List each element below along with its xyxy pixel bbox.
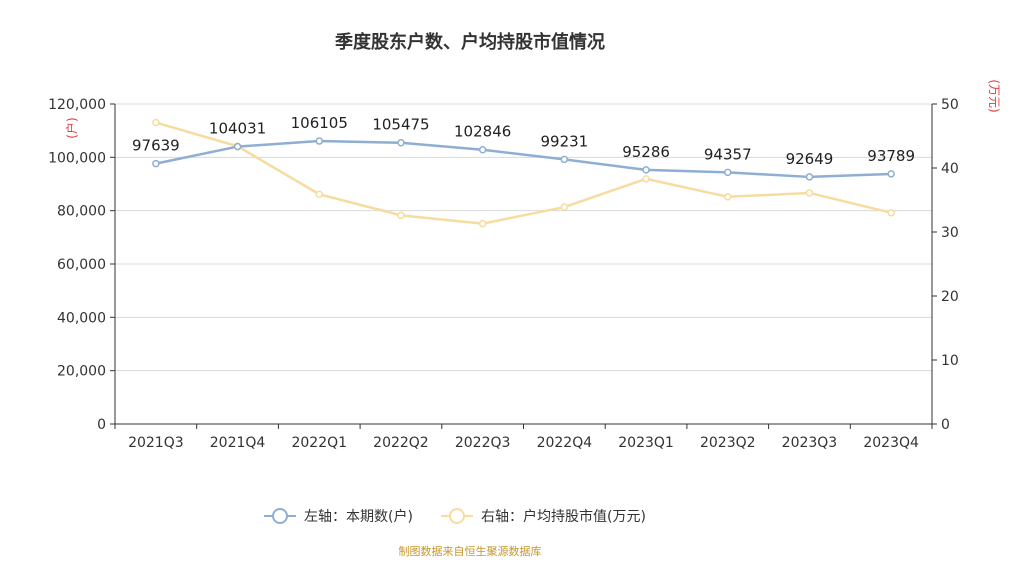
series-point-avg-value[interactable]: [315, 190, 323, 198]
right-axis-tick-label: 0: [941, 417, 950, 433]
data-source-note: 制图数据来自恒生聚源数据库: [399, 544, 542, 558]
series-point-avg-value[interactable]: [642, 175, 650, 183]
series-point-holders[interactable]: [560, 155, 569, 164]
data-label: 105475: [372, 116, 429, 134]
series-layer: [152, 118, 895, 228]
series-point-holders[interactable]: [724, 168, 732, 177]
series-point-avg-value[interactable]: [560, 203, 569, 211]
right-axis-tick-label: 50: [941, 97, 959, 113]
right-axis-tick-label: 30: [941, 225, 959, 241]
series-point-holders[interactable]: [805, 173, 814, 181]
data-label: 94357: [704, 145, 752, 163]
series-point-holders[interactable]: [397, 138, 405, 147]
right-axis-tick-label: 20: [941, 289, 959, 305]
data-label: 102846: [454, 123, 511, 141]
series-point-holders[interactable]: [233, 142, 242, 151]
series-point-avg-value[interactable]: [724, 193, 732, 201]
series-point-holders[interactable]: [642, 166, 650, 174]
data-label: 97639: [132, 137, 180, 155]
axes: 0 20,000 40,000 60,000 80,000 100,000 120,000 0…: [48, 97, 959, 451]
series-point-holders[interactable]: [887, 170, 895, 178]
gridlines: [115, 103, 932, 372]
series-point-holders[interactable]: [152, 159, 160, 168]
series-line-holders: [154, 139, 893, 179]
left-axis-tick-label: 100,000: [48, 150, 106, 166]
x-axis-tick-label: 2023Q2: [700, 435, 756, 451]
x-axis-tick-label: 2022Q3: [455, 435, 511, 451]
series-point-avg-value[interactable]: [805, 189, 814, 197]
legend-label-right-series: 右轴：户均持股市值(万元): [481, 508, 646, 525]
series-point-holders[interactable]: [315, 137, 323, 145]
legend-label-left-series: 左轴：本期数(户): [304, 508, 413, 525]
right-axis-tick-label: 40: [941, 161, 959, 177]
data-label: 92649: [786, 150, 834, 168]
series-point-avg-value[interactable]: [478, 219, 487, 228]
left-axis-tick-label: 40,000: [57, 310, 106, 326]
legend-swatch-marker: [272, 508, 288, 524]
data-label: 104031: [209, 120, 266, 138]
legend-item-left-series[interactable]: 左轴：本期数(户): [264, 508, 413, 525]
series-point-avg-value[interactable]: [887, 209, 895, 217]
right-axis-tick-label: 10: [941, 353, 959, 369]
series-point-avg-value[interactable]: [152, 118, 160, 127]
left-axis-tick-label: 60,000: [57, 257, 106, 273]
x-axis-tick-label: 2023Q1: [618, 435, 674, 451]
left-axis-tick-label: 0: [97, 417, 106, 433]
left-axis-tick-label: 120,000: [48, 97, 106, 113]
left-axis-tick-label: 20,000: [57, 364, 106, 380]
data-label: 95286: [622, 143, 670, 161]
legend-swatch-marker: [449, 508, 465, 524]
x-axis-tick-label: 2023Q4: [863, 435, 919, 451]
left-axis-unit: (户): [64, 117, 79, 138]
legend-item-right-series[interactable]: 右轴：户均持股市值(万元): [441, 508, 646, 525]
x-axis-tick-label: 2022Q2: [373, 435, 429, 451]
x-axis-tick-label: 2021Q3: [128, 435, 184, 451]
legend[interactable]: 左轴：本期数(户) 右轴：户均持股市值(万元): [264, 508, 646, 525]
series-point-avg-value[interactable]: [397, 211, 405, 220]
x-axis-tick-label: 2022Q4: [537, 435, 593, 451]
x-axis-tick-label: 2021Q4: [210, 435, 266, 451]
x-axis-tick-label: 2023Q3: [782, 435, 838, 451]
series-point-holders[interactable]: [478, 145, 487, 154]
right-axis-unit: (万元): [987, 79, 1001, 112]
data-label: 93789: [867, 147, 915, 165]
series-line-avg-value: [154, 121, 893, 225]
data-label: 99231: [540, 132, 588, 150]
x-axis-tick-label: 2022Q1: [291, 435, 347, 451]
data-labels: 97639 104031 106105 105475 102846 99231 95286 9…: [132, 114, 915, 168]
left-axis-tick-label: 80,000: [57, 204, 106, 220]
data-label: 106105: [291, 114, 348, 132]
chart-title: 季度股东户数、户均持股市值情况: [335, 31, 605, 53]
